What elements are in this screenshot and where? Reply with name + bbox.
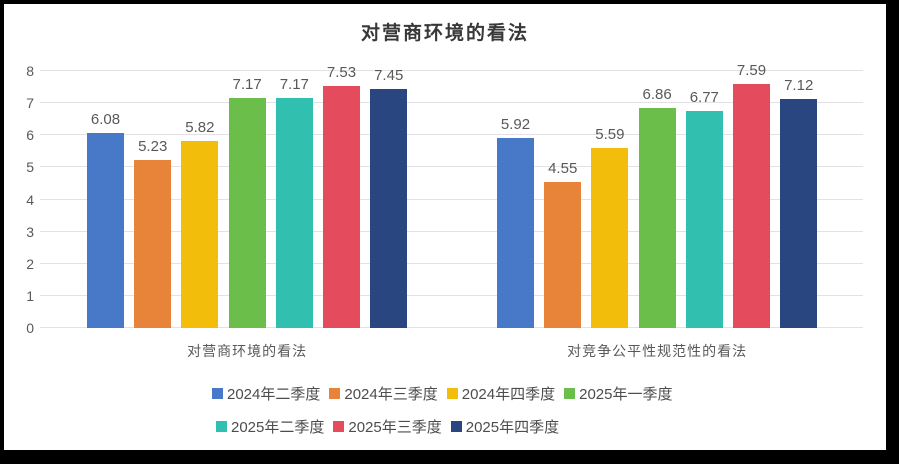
bar-2025年三季度-对营商环境的看法 bbox=[323, 86, 360, 328]
legend-label: 2024年二季度 bbox=[227, 386, 321, 403]
y-tick-label-8: 8 bbox=[26, 63, 34, 79]
bar-value-label: 7.45 bbox=[374, 66, 404, 84]
bar-value-label: 6.08 bbox=[90, 110, 121, 128]
bar-2025年四季度-对竞争公平性规范性的看法 bbox=[780, 99, 818, 328]
bar-2025年一季度-对竞争公平性规范性的看法 bbox=[638, 107, 676, 328]
bar-value-label: 5.23 bbox=[138, 138, 168, 155]
bar-value-label: 5.59 bbox=[595, 126, 625, 144]
bar-value-label: 7.17 bbox=[232, 75, 262, 93]
legend-item-2024年二季度: 2024年二季度 bbox=[212, 383, 320, 404]
bar-2025年一季度-对营商环境的看法 bbox=[228, 97, 266, 328]
bar-value-label: 4.55 bbox=[548, 159, 578, 177]
bar-value-label: 7.17 bbox=[279, 75, 309, 93]
bar-2025年二季度-对竞争公平性规范性的看法 bbox=[685, 110, 723, 328]
category-label-1: 对竞争公平性规范性的看法 bbox=[567, 343, 748, 359]
y-tick-label-5: 5 bbox=[26, 159, 34, 176]
bar-2024年四季度-对竞争公平性规范性的看法 bbox=[591, 148, 629, 328]
y-tick-label-6: 6 bbox=[26, 127, 34, 144]
legend-item-2025年三季度: 2025年三季度 bbox=[333, 416, 442, 437]
chart-title: 对营商环境的看法 bbox=[360, 23, 529, 44]
bar-value-label: 7.53 bbox=[326, 64, 357, 82]
bar-2025年三季度-对竞争公平性规范性的看法 bbox=[733, 84, 770, 328]
gridline-y5 bbox=[40, 166, 863, 168]
chart-canvas: 对营商环境的看法 6.08 5.92 5.23 4.55 5.82 5.59 7.17 6.8… bbox=[4, 4, 886, 450]
legend-row-2: 2025年二季度 2025年三季度 2025年四季度 bbox=[216, 416, 568, 437]
legend-swatch-icon bbox=[212, 388, 223, 399]
legend-label: 2025年三季度 bbox=[348, 419, 442, 436]
bar-value-label: 7.59 bbox=[736, 62, 767, 80]
legend-label: 2025年一季度 bbox=[579, 386, 673, 403]
bar-2024年三季度-对营商环境的看法 bbox=[134, 160, 172, 328]
y-tick-label-4: 4 bbox=[26, 191, 34, 208]
bar-value-label: 7.12 bbox=[784, 77, 814, 95]
category-label-0: 对营商环境的看法 bbox=[187, 343, 308, 359]
legend-item-2024年三季度: 2024年三季度 bbox=[329, 383, 438, 404]
gridline-y7 bbox=[40, 102, 863, 104]
y-tick-label-2: 2 bbox=[26, 255, 34, 272]
bar-2025年二季度-对营商环境的看法 bbox=[275, 97, 313, 328]
bar-2024年四季度-对营商环境的看法 bbox=[181, 141, 219, 328]
legend-swatch-icon bbox=[450, 421, 462, 432]
gridline-y1 bbox=[40, 294, 863, 296]
legend-item-2025年一季度: 2025年一季度 bbox=[564, 383, 673, 404]
gridline-y3 bbox=[40, 230, 863, 232]
legend-item-2025年四季度: 2025年四季度 bbox=[450, 416, 560, 437]
gridline-y2 bbox=[40, 262, 863, 264]
plot-area: 6.08 5.92 5.23 4.55 5.82 5.59 7.17 6.86 7.17 6.77… bbox=[40, 62, 863, 328]
legend-label: 2024年三季度 bbox=[344, 386, 438, 403]
y-tick-label-7: 7 bbox=[26, 95, 34, 112]
legend-label: 2024年四季度 bbox=[461, 386, 556, 403]
bar-value-label: 5.92 bbox=[500, 115, 531, 133]
gridline-y4 bbox=[40, 198, 863, 200]
legend-label: 2025年二季度 bbox=[231, 419, 325, 436]
gridline-y8 bbox=[40, 70, 863, 71]
y-tick-label-1: 1 bbox=[26, 287, 34, 304]
legend-swatch-icon bbox=[329, 388, 341, 399]
bar-value-label: 6.86 bbox=[642, 85, 672, 103]
y-tick-label-3: 3 bbox=[26, 223, 34, 240]
legend-item-2024年四季度: 2024年四季度 bbox=[446, 383, 556, 404]
bar-value-label: 6.77 bbox=[689, 88, 719, 106]
bar-2024年二季度-对竞争公平性规范性的看法 bbox=[497, 137, 534, 328]
legend-swatch-icon bbox=[564, 388, 576, 399]
bar-2024年二季度-对营商环境的看法 bbox=[87, 132, 124, 328]
legend-item-2025年二季度: 2025年二季度 bbox=[216, 416, 324, 437]
legend-row-1: 2024年二季度 2024年三季度 2024年四季度 2025年一季度 bbox=[212, 383, 682, 404]
bar-2025年四季度-对营商环境的看法 bbox=[370, 88, 408, 328]
bar-value-label: 5.82 bbox=[185, 119, 215, 137]
legend-swatch-icon bbox=[333, 421, 345, 432]
legend-label: 2025年四季度 bbox=[465, 419, 560, 436]
legend-swatch-icon bbox=[446, 388, 458, 399]
y-tick-label-0: 0 bbox=[26, 320, 34, 336]
legend-swatch-icon bbox=[216, 421, 227, 432]
bar-2024年三季度-对竞争公平性规范性的看法 bbox=[544, 181, 582, 328]
gridline-y0 bbox=[40, 327, 863, 328]
gridline-y6 bbox=[40, 134, 863, 136]
